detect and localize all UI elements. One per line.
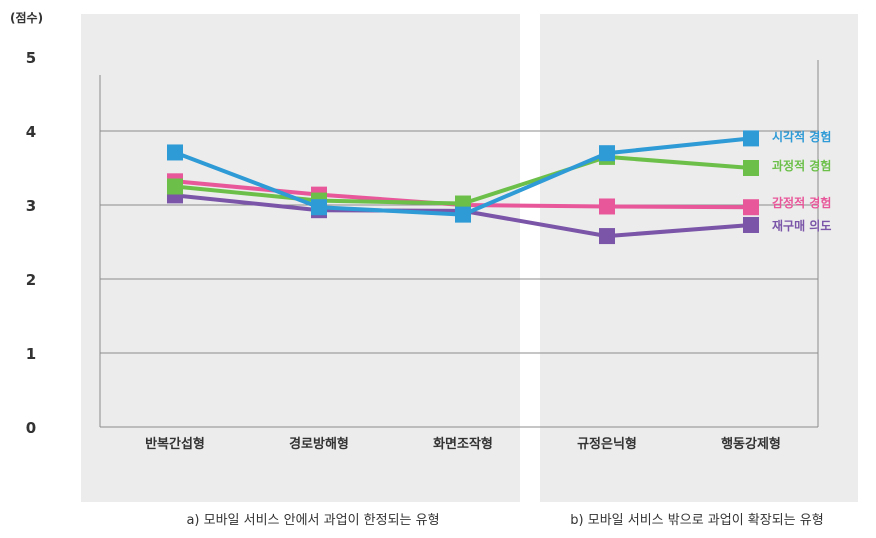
panel-a-caption: a) 모바일 서비스 안에서 과업이 한정되는 유형 xyxy=(186,513,439,528)
data-point-4-2 xyxy=(311,199,327,216)
axes xyxy=(99,60,819,428)
y-tick-label-2: 2 xyxy=(26,271,36,289)
panel-b-caption: b) 모바일 서비스 밖으로 과업이 확장되는 유형 xyxy=(570,513,823,528)
legend-label-4: 시각적 경험 xyxy=(772,129,831,144)
legend-label-1: 감정적 경험 xyxy=(772,195,831,210)
x-tick-label-1: 반복간섭형 xyxy=(145,436,205,452)
panel-b-background xyxy=(540,14,858,502)
y-tick-label-4: 4 xyxy=(26,123,36,141)
series-4 xyxy=(167,130,759,223)
series-lines xyxy=(167,130,759,245)
data-point-4-4 xyxy=(599,145,615,162)
y-tick-label-3: 3 xyxy=(26,197,36,215)
y-axis-unit-label: (점수) xyxy=(10,10,43,25)
x-tick-label-5: 행동강제형 xyxy=(721,436,781,452)
x-tick-label-4: 규정은닉형 xyxy=(577,436,637,452)
legend-label-3: 과정적 경험 xyxy=(772,158,831,173)
y-tick-label-0: 0 xyxy=(26,419,36,437)
data-point-2-5 xyxy=(743,216,759,233)
y-tick-label-1: 1 xyxy=(26,345,36,363)
data-point-3-5 xyxy=(743,160,759,176)
x-tick-label-2: 경로방해형 xyxy=(289,436,349,452)
x-tick-labels: 반복간섭형 경로방해형 화면조작형 규정은닉형 행동강제형 xyxy=(145,436,781,452)
y-tick-labels: 0 1 2 3 4 5 xyxy=(26,49,36,437)
data-point-2-4 xyxy=(599,228,615,245)
x-tick-label-3: 화면조작형 xyxy=(433,436,493,452)
data-point-3-1 xyxy=(167,178,183,195)
y-tick-label-5: 5 xyxy=(26,49,36,67)
panel-a-background xyxy=(81,14,520,502)
data-point-4-5 xyxy=(743,130,759,147)
data-point-1-4 xyxy=(599,198,615,215)
data-point-1-5 xyxy=(743,199,759,216)
legend-label-2: 재구매 의도 xyxy=(772,218,831,233)
data-point-4-3 xyxy=(455,206,471,223)
data-point-4-1 xyxy=(167,144,183,161)
